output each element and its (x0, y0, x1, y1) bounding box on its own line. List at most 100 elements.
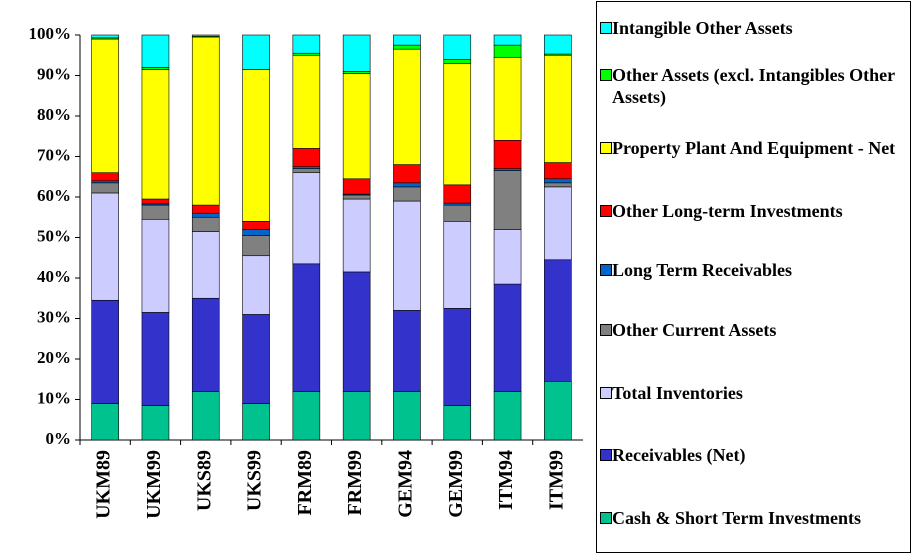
bar-segment (141, 312, 170, 406)
bar-segment (544, 34, 572, 55)
bar-segment (91, 180, 119, 184)
bar-segment (342, 73, 371, 180)
bar-segment (393, 182, 421, 188)
bar-segment (342, 34, 371, 72)
bar-segment (292, 166, 321, 169)
legend-swatch (600, 264, 612, 276)
bar-segment (544, 178, 572, 184)
y-tick-label: 100% (29, 24, 72, 43)
legend-label: Other Current Assets (612, 320, 777, 340)
bar-segment (242, 229, 270, 236)
legend-swatch (600, 205, 612, 217)
x-tick-label: FRM89 (294, 450, 316, 516)
bar-segment (292, 391, 321, 441)
y-tick-label: 20% (37, 348, 71, 367)
bar-segment (443, 184, 472, 204)
bar-segment (393, 186, 421, 202)
bar-segment (292, 34, 321, 54)
y-tick-label: 50% (37, 226, 71, 245)
bar-segment (443, 63, 472, 186)
bar-segment (544, 259, 572, 382)
bar-segment (393, 44, 421, 50)
bar-segment (493, 140, 522, 169)
x-tick-label: UKS99 (244, 450, 266, 511)
bar-segment (292, 168, 321, 173)
bar-segment (342, 71, 371, 74)
bar-segment (493, 44, 522, 58)
bar-segment (242, 69, 270, 222)
bar-segment (242, 403, 270, 441)
x-tick-label: UKM89 (93, 450, 115, 519)
bar-segment (342, 194, 371, 200)
bar-segment (191, 34, 220, 37)
bar-segment (342, 178, 371, 195)
bar-segment (292, 263, 321, 392)
bar-segment (91, 403, 119, 441)
legend-swatch (600, 324, 612, 336)
legend-swatch (600, 69, 612, 81)
x-tick-label: FRM99 (344, 450, 366, 516)
y-tick-label: 30% (37, 307, 71, 326)
bar-segment (544, 182, 572, 188)
bar-segment (141, 405, 170, 441)
bar-segment (191, 391, 220, 441)
bar-segment (493, 283, 522, 392)
bar-segment (393, 200, 421, 311)
bar-segment (242, 255, 270, 315)
bar-segment (141, 204, 170, 220)
bar-segment (544, 380, 572, 441)
bar-segment (141, 67, 170, 70)
y-tick-label: 80% (37, 105, 71, 124)
x-tick-label: UKM99 (143, 450, 165, 519)
x-tick-label: GEM99 (445, 450, 467, 518)
legend-label: Other Assets (excl. Intangibles Other As… (612, 65, 895, 107)
bar-segment (443, 405, 472, 441)
x-tick-label: GEM94 (395, 450, 417, 518)
x-tick-label: ITM99 (545, 450, 567, 510)
x-tick-label: UKS89 (193, 450, 215, 511)
bar-segment (493, 34, 522, 46)
bar-segment (91, 299, 119, 404)
legend-swatch (600, 22, 612, 34)
legend-label: Long Term Receivables (612, 260, 792, 280)
bar-segment (544, 162, 572, 180)
bar-segment (393, 48, 421, 165)
legend-label: Property Plant And Equipment - Net (612, 138, 896, 158)
bar-segment (393, 310, 421, 392)
bar-segment (342, 198, 371, 273)
legend-label: Receivables (Net) (612, 445, 746, 465)
legend-label: Cash & Short Term Investments (612, 508, 862, 528)
bar-segment (544, 54, 572, 163)
bar-segment (493, 168, 522, 171)
bar-segment (91, 172, 119, 182)
bar-segment (493, 56, 522, 141)
bar-segment (242, 235, 270, 257)
bar-segment (493, 391, 522, 441)
bar-segment (191, 231, 220, 299)
bar-segment (91, 192, 119, 301)
bar-segment (544, 186, 572, 261)
y-tick-label: 40% (37, 267, 71, 286)
legend-swatch (600, 449, 612, 461)
bar-segment (91, 38, 119, 173)
legend-label: Other Long-term Investments (612, 201, 843, 221)
legend-label: Total Inventories (612, 383, 743, 403)
bar-segment (191, 204, 220, 214)
legend-swatch (600, 512, 612, 524)
bar-segment (141, 218, 170, 313)
legend (596, 1, 911, 553)
bar-segment (191, 297, 220, 392)
bar-segment (292, 54, 321, 149)
bar-segment (342, 391, 371, 441)
bar-segment (443, 58, 472, 64)
bar-segment (443, 34, 472, 60)
x-tick-label: ITM94 (495, 450, 517, 510)
bar-segment (443, 202, 472, 206)
bar-segment (91, 34, 119, 39)
y-tick-label: 10% (37, 388, 71, 407)
bar-segment (91, 182, 119, 194)
bar-segment (393, 34, 421, 46)
legend-label: Intangible Other Assets (612, 18, 793, 38)
bar-segment (292, 52, 321, 56)
